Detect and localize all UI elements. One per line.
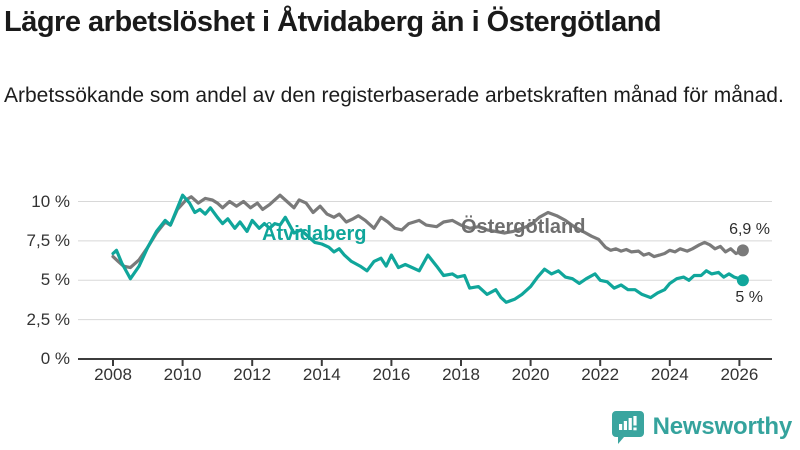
y-axis-tick-label: 5 % bbox=[40, 270, 70, 290]
series-label-ostergotland: Östergötland bbox=[461, 216, 586, 238]
y-axis-tick-label: 2,5 % bbox=[26, 309, 70, 329]
newsworthy-wordmark: Newsworthy bbox=[652, 413, 793, 440]
series-end-dot bbox=[736, 244, 749, 257]
y-axis-tick-label: 0 % bbox=[40, 349, 70, 368]
end-value-ostergotland: 6,9 % bbox=[729, 221, 770, 238]
x-axis-tick-label: 2024 bbox=[650, 365, 689, 384]
x-axis-tick-label: 2022 bbox=[581, 365, 620, 384]
x-axis-tick-label: 2026 bbox=[720, 365, 759, 384]
x-axis-tick-label: 2010 bbox=[163, 365, 202, 384]
newsworthy-logo: Newsworthy bbox=[611, 410, 793, 444]
end-value-atvidaberg: 5 % bbox=[735, 289, 763, 306]
series-line bbox=[111, 193, 745, 270]
series-line bbox=[111, 193, 745, 304]
x-axis-tick-label: 2016 bbox=[372, 365, 411, 384]
y-axis-tick-label: 7,5 % bbox=[26, 230, 70, 250]
x-axis-tick-label: 2014 bbox=[302, 365, 341, 384]
x-axis-tick-label: 2020 bbox=[511, 365, 550, 384]
series-end-dot bbox=[736, 274, 749, 287]
chart-subtitle: Arbetssökande som andel av den registerb… bbox=[4, 84, 784, 107]
page-title: Lägre arbetslöshet i Åtvidaberg än i Öst… bbox=[4, 6, 662, 38]
x-axis-tick-label: 2018 bbox=[442, 365, 480, 384]
y-axis-tick-label: 10 % bbox=[31, 191, 70, 211]
x-axis-tick-label: 2008 bbox=[94, 365, 132, 384]
series-label-atvidaberg: Åtvidaberg bbox=[262, 223, 367, 245]
newsworthy-bubble-chart-icon bbox=[611, 411, 644, 444]
x-axis-tick-label: 2012 bbox=[233, 365, 272, 384]
